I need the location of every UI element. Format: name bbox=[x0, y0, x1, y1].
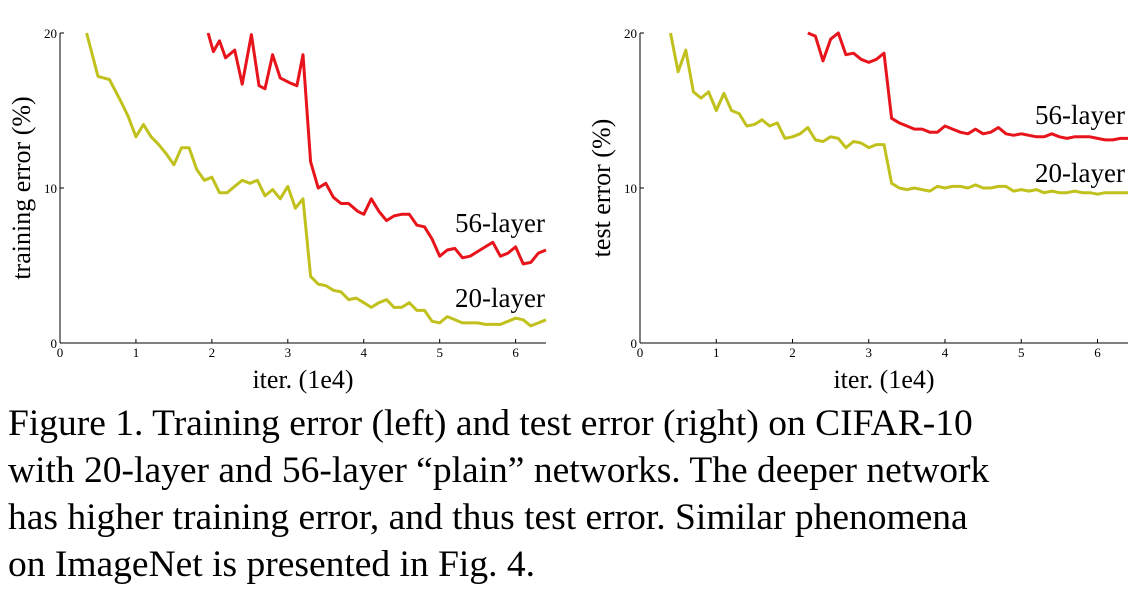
x-tick-label: 0 bbox=[637, 345, 644, 360]
series-line-20-layer bbox=[85, 32, 547, 328]
y-tick-label: 0 bbox=[51, 336, 58, 351]
x-axis-title: iter. (1e4) bbox=[833, 365, 934, 394]
y-tick-label: 20 bbox=[624, 26, 637, 41]
x-tick-label: 6 bbox=[1094, 345, 1101, 360]
caption-line: on ImageNet is presented in Fig. 4. bbox=[8, 544, 535, 585]
series-label-20-layer: 20-layer bbox=[1035, 158, 1125, 188]
caption-line: has higher training error, and thus test… bbox=[8, 497, 968, 538]
y-tick-label: 0 bbox=[631, 336, 638, 351]
y-tick-label: 10 bbox=[624, 181, 637, 196]
series-line-56-layer bbox=[807, 31, 1128, 142]
x-tick-label: 3 bbox=[285, 345, 292, 360]
x-tick-label: 6 bbox=[512, 345, 519, 360]
x-axis-title: iter. (1e4) bbox=[252, 365, 353, 394]
x-tick-label: 5 bbox=[1018, 345, 1025, 360]
training-error-chart: 0 1 2 3 4 5 6 0 10 20 iter. (1e4) training error (%… bbox=[7, 26, 547, 394]
x-tick-label: 5 bbox=[436, 345, 443, 360]
x-tick-label: 3 bbox=[866, 345, 873, 360]
series-label-20-layer: 20-layer bbox=[455, 283, 545, 313]
x-tick-label: 1 bbox=[133, 345, 140, 360]
x-tick-label: 4 bbox=[361, 345, 368, 360]
figure-caption: Figure 1. Training error (left) and test… bbox=[8, 400, 1138, 588]
series-line-56-layer bbox=[206, 32, 547, 266]
x-tick-label: 4 bbox=[942, 345, 949, 360]
caption-line: with 20-layer and 56-layer “plain” netwo… bbox=[8, 450, 990, 491]
series-label-56-layer: 56-layer bbox=[455, 208, 545, 238]
y-axis-title: test error (%) bbox=[587, 119, 616, 258]
x-tick-label: 2 bbox=[789, 345, 796, 360]
caption-line: Figure 1. Training error (left) and test… bbox=[8, 403, 973, 444]
series-line-20-layer bbox=[669, 32, 1128, 196]
x-tick-label: 0 bbox=[57, 345, 64, 360]
x-tick-label: 1 bbox=[713, 345, 720, 360]
x-tick-label: 2 bbox=[209, 345, 216, 360]
y-axis-title: training error (%) bbox=[7, 96, 36, 279]
y-tick-label: 20 bbox=[44, 26, 57, 41]
test-error-chart: 0 1 2 3 4 5 6 0 10 20 iter. (1e4) test error (%) 56-… bbox=[587, 26, 1128, 394]
series-label-56-layer: 56-layer bbox=[1035, 100, 1125, 130]
y-tick-label: 10 bbox=[44, 181, 57, 196]
